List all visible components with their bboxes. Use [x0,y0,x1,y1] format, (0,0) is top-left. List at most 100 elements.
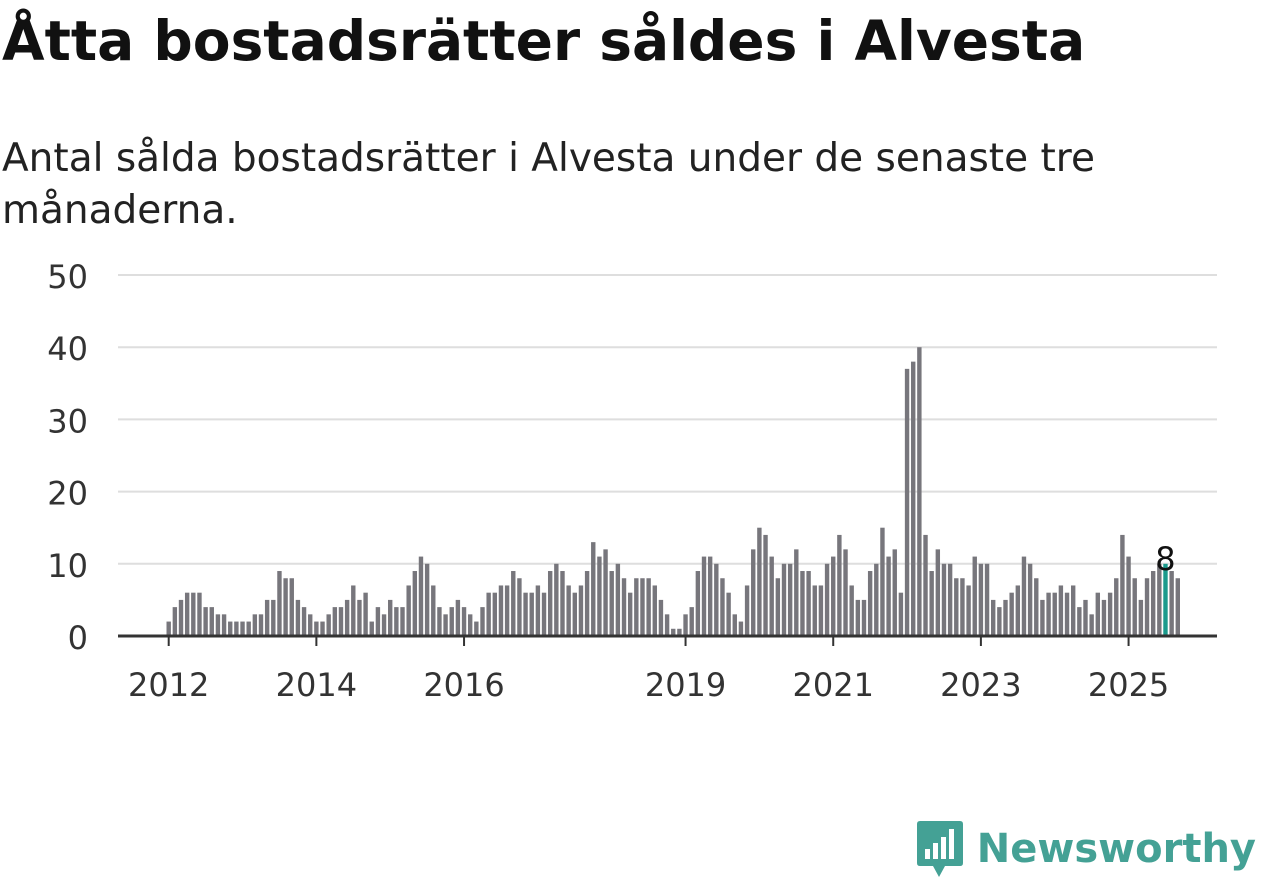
bar [658,599,664,636]
bar [652,585,657,636]
chart-grid [118,274,1217,565]
x-tick-label: 2025 [1088,666,1169,704]
page-title: Åtta bostadsrätter såldes i Alvesta [2,9,1086,73]
bar [800,571,805,636]
y-tick-label: 20 [47,475,88,513]
bar [1120,534,1125,636]
bar [984,563,990,636]
bar [911,361,916,636]
bar [547,571,553,636]
bar [714,563,719,636]
bar [867,571,873,636]
bar [338,607,344,636]
bar [264,599,270,636]
bar [209,607,214,636]
bar [1070,585,1076,636]
bar [880,527,885,636]
bar [1015,585,1021,636]
bar [388,599,393,636]
bar [344,599,350,636]
bar [646,578,651,636]
bar [1095,592,1101,636]
chart-subtitle: Antal sålda bostadsrätter i Alvesta unde… [2,136,1095,233]
bar [277,571,282,636]
bar [431,585,436,636]
y-tick-label: 10 [47,547,88,585]
bar [591,542,596,636]
bar [904,368,910,636]
x-tick-label: 2023 [940,666,1021,704]
bar [535,585,541,636]
bar [1138,599,1144,636]
bar [258,614,264,636]
bar [504,585,510,636]
bar [818,585,824,636]
bar [424,563,430,636]
bar [615,563,621,636]
bar [744,585,750,636]
bar [1157,563,1162,636]
bar [1077,607,1082,636]
bar [554,563,559,636]
bar [1040,599,1045,636]
bar [603,549,608,636]
y-tick-label: 30 [47,402,88,440]
bar [523,592,528,636]
bar [707,556,713,636]
bar [954,578,959,636]
bar [960,578,965,636]
bar [627,592,633,636]
y-tick-label: 40 [47,330,88,368]
bar [1175,578,1180,636]
bar [997,607,1002,636]
bar [1083,599,1088,636]
bar [178,599,184,636]
bar [1150,571,1156,636]
x-tick-label: 2021 [793,666,874,704]
bar [191,592,196,636]
bar [308,614,313,636]
bar [295,599,301,636]
bar [480,607,485,636]
bar [683,614,688,636]
bar [664,614,670,636]
bar [991,599,996,636]
bar [541,592,547,636]
bar [720,578,725,636]
bar [455,599,461,636]
bar [1003,599,1008,636]
bar [492,592,498,636]
bar [498,585,504,636]
x-tick-label: 2012 [128,666,209,704]
bar [584,571,590,636]
bar [369,621,374,636]
bar [443,614,448,636]
x-tick-label: 2016 [423,666,504,704]
bar [935,549,941,636]
bar [978,563,984,636]
bar [332,607,338,636]
bar [215,614,221,636]
bar [923,534,928,636]
bar [812,585,817,636]
bar [597,556,602,636]
bar [1009,592,1014,636]
bar [621,578,627,636]
highlight-value-label: 8 [1155,540,1175,578]
bar [831,556,836,636]
bar [1027,563,1033,636]
highlighted-bar [1163,563,1168,636]
bar [1052,592,1057,636]
bar [763,534,768,636]
bar [787,563,793,636]
bar [363,592,368,636]
bar [886,556,891,636]
bar [381,614,387,636]
bar [732,614,737,636]
bar [1132,578,1137,636]
bar [757,527,762,636]
bar [240,621,245,636]
bar [874,563,879,636]
bar [271,599,276,636]
bar [640,578,645,636]
